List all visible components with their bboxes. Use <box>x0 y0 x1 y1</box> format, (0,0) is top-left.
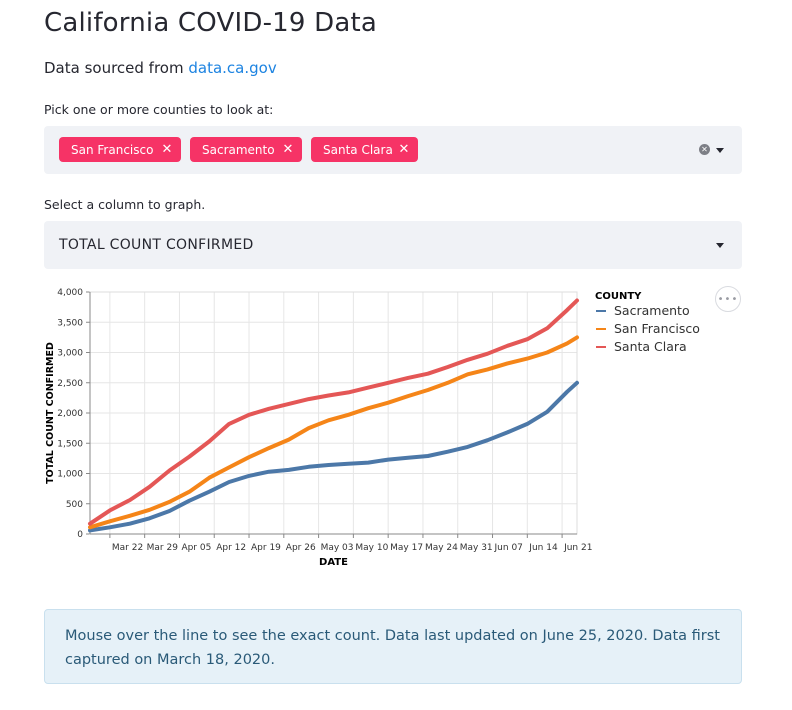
more-options-icon[interactable]: ••• <box>715 286 741 312</box>
legend-label: Sacramento <box>614 303 690 318</box>
y-tick-label: 3,500 <box>57 318 83 328</box>
chevron-down-icon[interactable] <box>716 243 724 248</box>
x-tick-label: May 17 <box>390 543 423 553</box>
page-title: California COVID-19 Data <box>44 8 377 38</box>
chip-label: Santa Clara <box>323 142 393 157</box>
remove-chip-icon[interactable]: ✕ <box>282 142 294 157</box>
x-tick-label: Apr 26 <box>286 543 316 553</box>
chevron-down-icon[interactable] <box>716 148 724 153</box>
legend-label: Santa Clara <box>614 339 687 354</box>
x-tick-label: Mar 29 <box>147 543 179 553</box>
y-tick-label: 500 <box>66 500 83 510</box>
x-tick-label: May 03 <box>321 543 354 553</box>
series-line-san-francisco <box>88 335 579 530</box>
x-tick-label: May 24 <box>425 543 458 553</box>
y-axis-title: TOTAL COUNT CONFIRMED <box>45 342 56 484</box>
y-tick-label: 4,000 <box>57 288 83 298</box>
chip-santa-clara: Santa Clara ✕ <box>311 137 418 162</box>
x-tick-label: Jun 21 <box>563 543 592 553</box>
x-tick-label: May 10 <box>355 543 388 553</box>
remove-chip-icon[interactable]: ✕ <box>161 142 173 157</box>
legend-label: San Francisco <box>614 321 700 336</box>
remove-chip-icon[interactable]: ✕ <box>398 142 410 157</box>
chip-label: San Francisco <box>71 142 154 157</box>
legend-title: COUNTY <box>595 291 642 302</box>
source-prefix: Data sourced from <box>44 59 184 77</box>
info-box: Mouse over the line to see the exact cou… <box>44 609 742 684</box>
x-tick-label: Jun 14 <box>528 543 558 553</box>
x-tick-label: Mar 22 <box>112 543 143 553</box>
column-select[interactable]: TOTAL COUNT CONFIRMED <box>44 221 742 269</box>
x-tick-label: Jun 07 <box>494 543 523 553</box>
line-chart[interactable]: 0 500 1,000 1,500 2,000 2,500 3,000 3,500 4,000 M… <box>44 282 744 582</box>
chip-sacramento: Sacramento ✕ <box>190 137 302 162</box>
x-tick-label: Apr 12 <box>216 543 246 553</box>
clear-all-icon[interactable]: ✕ <box>699 144 710 155</box>
x-tick-label: May 31 <box>460 543 493 553</box>
source-line: Data sourced from data.ca.gov <box>44 59 277 77</box>
y-tick-label: 0 <box>77 530 83 540</box>
y-tick-label: 3,000 <box>57 349 83 359</box>
series-line-sacramento <box>88 380 579 533</box>
y-tick-label: 2,500 <box>57 379 83 389</box>
y-tick-label: 2,000 <box>57 409 83 419</box>
county-picker-label: Pick one or more counties to look at: <box>44 102 274 117</box>
source-link[interactable]: data.ca.gov <box>188 59 277 77</box>
x-tick-label: Apr 05 <box>181 543 211 553</box>
x-axis-title: DATE <box>319 557 348 568</box>
chip-label: Sacramento <box>202 142 275 157</box>
county-multiselect[interactable]: San Francisco ✕ Sacramento ✕ Santa Clara… <box>44 126 742 174</box>
series-line-santa-clara <box>88 298 579 526</box>
x-tick-label: Apr 19 <box>251 543 281 553</box>
y-tick-label: 1,500 <box>57 439 83 449</box>
chip-san-francisco: San Francisco ✕ <box>59 137 181 162</box>
column-picker-label: Select a column to graph. <box>44 197 206 212</box>
y-tick-label: 1,000 <box>57 470 83 480</box>
column-select-value: TOTAL COUNT CONFIRMED <box>59 237 254 253</box>
